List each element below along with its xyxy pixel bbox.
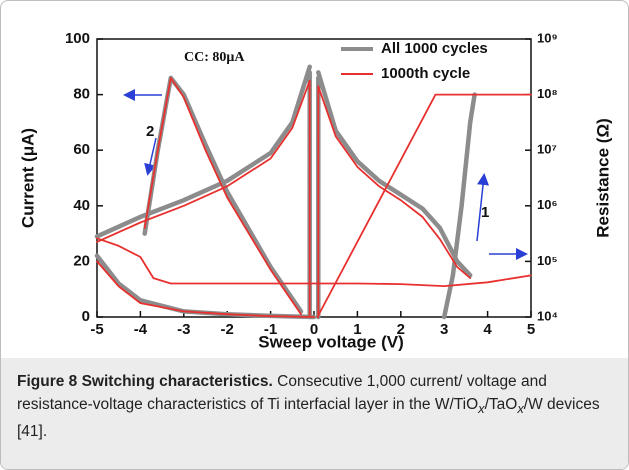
caption-text: /W devices [41].: [17, 396, 600, 441]
annotation: CC: 80μA: [184, 50, 245, 65]
caption-text: /TaO: [484, 396, 518, 413]
x-tick-label: -1: [264, 321, 277, 338]
x-tick-label: 0: [310, 321, 318, 338]
caption-title: Figure 8 Switching characteristics.: [17, 373, 273, 390]
series-line: [96, 237, 532, 287]
chart: Sweep voltage (V) Current (μA) Resistanc…: [18, 30, 612, 352]
y2-axis-label: Resistance (Ω): [593, 118, 612, 237]
y2-tick-label: 10⁵: [537, 253, 558, 268]
y-axis-label: Current (μA): [18, 128, 37, 228]
y-tick-label: 60: [73, 141, 90, 158]
x-tick-label: -2: [221, 321, 234, 338]
legend-label: 1000th cycle: [381, 65, 470, 82]
y2-tick-label: 10⁶: [537, 197, 557, 212]
x-tick-label: 4: [483, 321, 492, 338]
arrow: [144, 137, 157, 176]
series-line: [94, 64, 477, 320]
y2-tick-label: 10⁹: [537, 30, 558, 45]
y-tick-label: 0: [82, 308, 90, 325]
y-tick-label: 80: [73, 86, 90, 103]
x-tick-label: -3: [177, 321, 190, 338]
legend-label: All 1000 cycles: [381, 40, 488, 57]
y-tick-label: 100: [65, 30, 90, 47]
x-tick-label: 2: [397, 321, 405, 338]
y2-tick-label: 10⁷: [537, 142, 557, 157]
caption: Figure 8 Switching characteristics. Cons…: [1, 358, 628, 469]
x-tick-label: 3: [440, 321, 448, 338]
y-tick-label: 40: [73, 197, 90, 214]
y-tick-label: 20: [73, 252, 90, 269]
caption-text: x: [478, 401, 485, 417]
x-axis-label: Sweep voltage (V): [258, 332, 403, 351]
caption-text: x: [517, 401, 524, 417]
y2-tick-label: 10⁴: [537, 308, 558, 323]
caption-text: Consecutive 1,000 current/ voltage and r…: [17, 373, 547, 413]
x-tick-label: 5: [527, 321, 535, 338]
x-tick-label: -4: [134, 321, 148, 338]
y2-tick-label: 10⁸: [537, 86, 558, 101]
annotation: 1: [481, 204, 489, 221]
series-line: [96, 77, 532, 318]
arrow: [476, 173, 490, 242]
x-tick-label: -5: [90, 321, 103, 338]
annotation: 2: [146, 123, 154, 140]
x-tick-label: 1: [353, 321, 361, 338]
